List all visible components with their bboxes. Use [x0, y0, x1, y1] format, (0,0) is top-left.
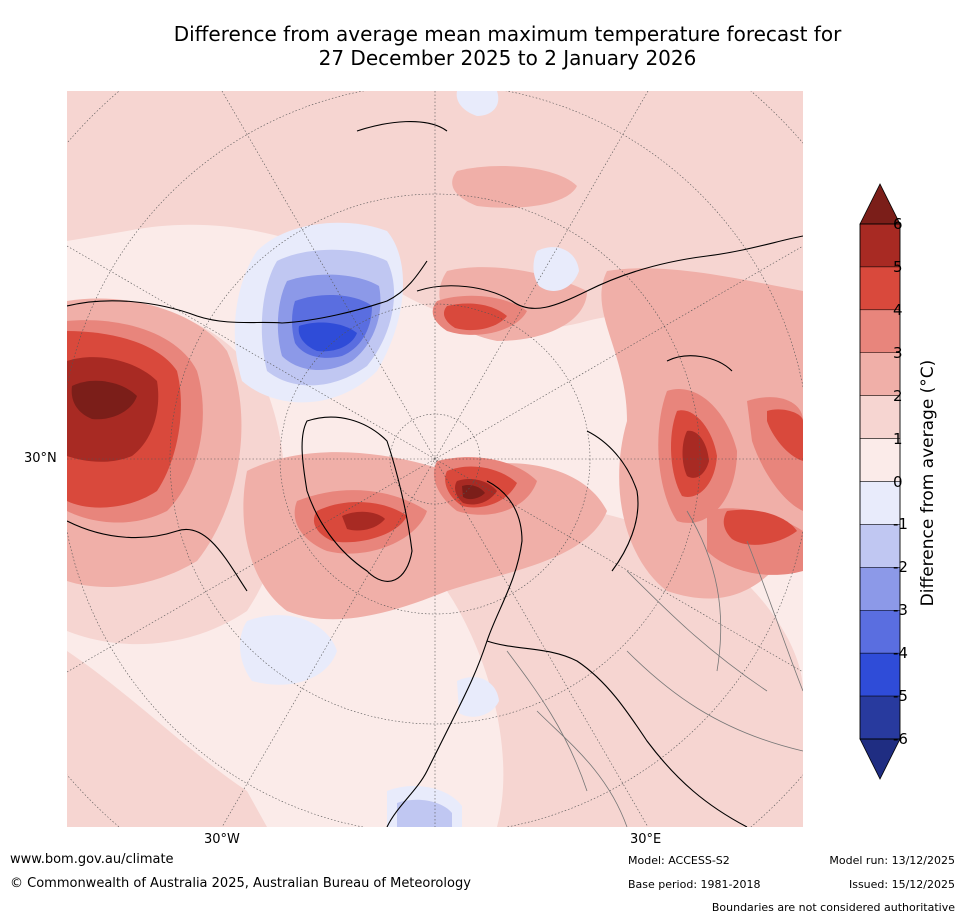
colorbar-segment — [859, 438, 901, 482]
issued-date: Issued: 15/12/2025 — [848, 878, 955, 891]
colorbar-tick-label: 2 — [893, 386, 903, 405]
colorbar-label: Difference from average (°C) — [918, 359, 938, 607]
colorbar-tick-label: 3 — [893, 343, 903, 362]
latitude-label-30n: 30°N — [24, 451, 57, 466]
colorbar-tick-label: -4 — [893, 644, 908, 663]
map-title: Difference from average mean maximum tem… — [100, 22, 915, 70]
colorbar-outline — [859, 223, 901, 740]
boundaries-disclaimer: Boundaries are not considered authoritat… — [711, 901, 955, 914]
colorbar-tick-label: 6 — [893, 215, 903, 233]
anomaly-minus-4-to-minus-5 — [298, 322, 357, 352]
polar-temperature-map — [67, 91, 803, 827]
colorbar-tick-label: -6 — [893, 730, 908, 748]
coastlines — [67, 121, 803, 827]
colorbar-tick-label: 0 — [893, 472, 903, 491]
title-line-2: 27 December 2025 to 2 January 2026 — [318, 46, 697, 70]
anomaly-over-6 — [71, 380, 485, 500]
model-name: Model: ACCESS-S2 — [628, 854, 730, 867]
colorbar-segment — [859, 567, 901, 611]
colorbar-tick-label: -3 — [893, 601, 908, 620]
map-svg — [67, 91, 803, 827]
title-line-1: Difference from average mean maximum tem… — [173, 22, 842, 46]
colorbar-segment — [859, 395, 901, 439]
copyright-text: © Commonwealth of Australia 2025, Austra… — [10, 876, 471, 891]
country-borders — [506, 510, 803, 827]
colorbar-tick-label: 4 — [893, 300, 903, 319]
colorbar — [859, 183, 901, 780]
longitude-label-30w: 30°W — [204, 832, 240, 847]
model-run-date: Model run: 13/12/2025 — [829, 854, 955, 867]
colorbar-tick-label: -2 — [893, 558, 908, 577]
colorbar-tick-label: -1 — [893, 515, 908, 534]
base-period: Base period: 1981-2018 — [628, 878, 761, 891]
colorbar-segment — [859, 352, 901, 396]
colorbar-segment — [859, 266, 901, 311]
longitude-label-30e: 30°E — [630, 832, 662, 847]
graticule — [67, 91, 803, 827]
colorbar-segment — [859, 652, 901, 697]
colorbar-tick-label: -5 — [893, 687, 908, 706]
colorbar-tick-label: 5 — [893, 257, 903, 276]
website-link[interactable]: www.bom.gov.au/climate — [10, 852, 174, 867]
colorbar-tick-label: 1 — [893, 429, 903, 448]
